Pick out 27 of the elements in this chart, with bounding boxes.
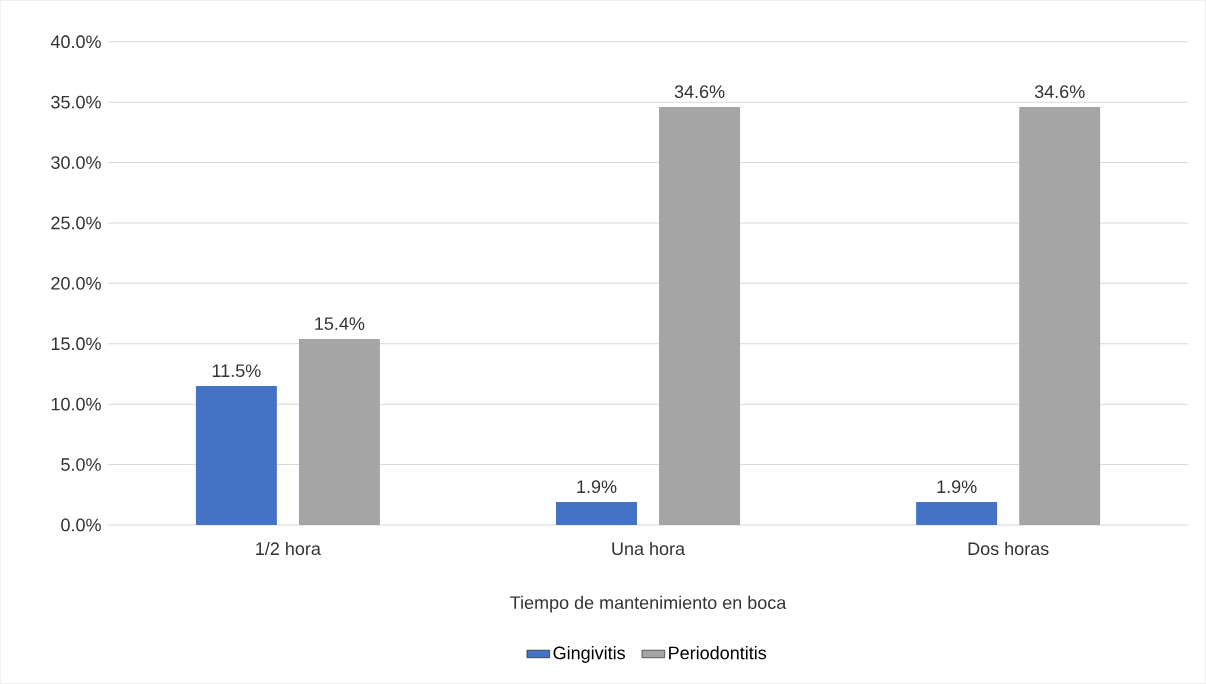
data-label: 1.9%	[937, 480, 977, 494]
data-label: 34.6%	[674, 85, 725, 99]
bar	[195, 386, 277, 526]
bar	[298, 339, 380, 526]
y-tick-label: 10.0%	[51, 397, 101, 411]
bar	[916, 502, 998, 526]
y-tick-label: 35.0%	[51, 95, 101, 109]
x-tick-label: Dos horas	[968, 542, 1049, 556]
y-tick-label: 5.0%	[61, 458, 101, 472]
y-tick-label: 40.0%	[50, 35, 101, 49]
y-tick-label: 15.0%	[51, 337, 101, 351]
y-tick-label: 25.0%	[51, 216, 101, 230]
x-axis-title: Tiempo de mantenimiento en boca	[510, 595, 787, 613]
y-tick-label: 30.0%	[51, 156, 101, 170]
bar	[659, 107, 741, 526]
data-label: 34.6%	[1034, 85, 1085, 99]
legend-label: Gingivitis	[553, 646, 625, 664]
data-label: 1.9%	[577, 480, 617, 494]
x-tick-label: Una hora	[612, 542, 686, 556]
data-label: 11.5%	[212, 364, 261, 378]
bar	[1019, 107, 1101, 526]
y-tick-label: 20.0%	[51, 277, 101, 290]
x-tick-label: 1/2 hora	[256, 542, 321, 556]
bar	[555, 502, 638, 526]
y-tick-label: 0.0%	[61, 518, 101, 532]
data-label: 15.4%	[315, 317, 365, 331]
legend-label: Periodontitis	[669, 646, 767, 660]
